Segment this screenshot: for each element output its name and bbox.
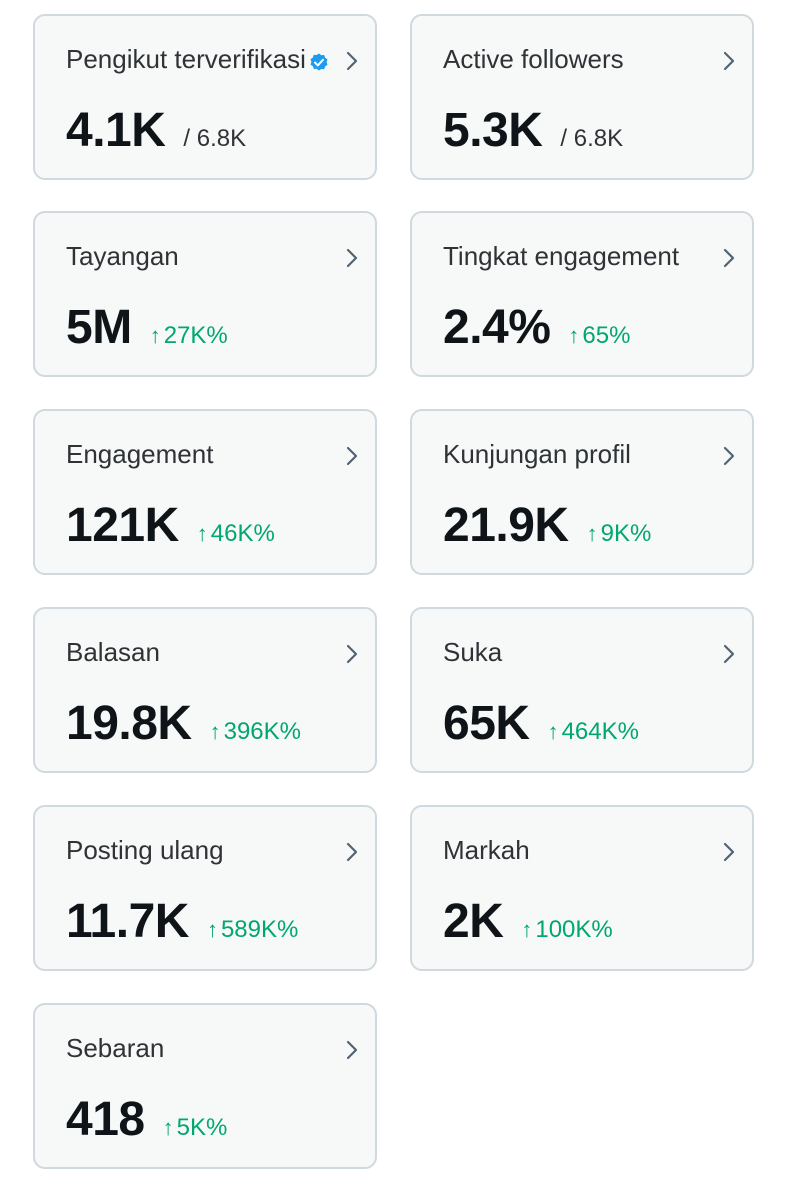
arrow-up-icon: ↑ — [162, 1115, 174, 1140]
card-value: 5M — [66, 301, 132, 354]
card-value: 19.8K — [66, 697, 192, 750]
card-change: ↑ 5K% — [163, 1114, 228, 1142]
arrow-up-icon: ↑ — [196, 521, 208, 546]
arrow-up-icon: ↑ — [521, 917, 533, 942]
card-change: ↑ 589K% — [207, 916, 298, 944]
card-active-followers[interactable]: Active followers 5.3K / 6.8K — [410, 14, 754, 180]
arrow-up-icon: ↑ — [586, 521, 598, 546]
card-title: Posting ulang — [66, 835, 224, 865]
card-title: Balasan — [66, 637, 160, 667]
card-engagement-rate[interactable]: Tingkat engagement 2.4% ↑ 65% — [410, 211, 754, 377]
chevron-right-icon — [723, 644, 735, 664]
card-change-value: 5K% — [176, 1114, 228, 1141]
card-change-value: 46K% — [210, 520, 275, 547]
card-value: 21.9K — [443, 499, 569, 552]
card-change-value: 589K% — [220, 916, 299, 943]
chevron-right-icon — [723, 51, 735, 71]
arrow-up-icon: ↑ — [209, 719, 221, 744]
card-value: 2.4% — [443, 301, 551, 354]
card-change: ↑ 396K% — [210, 718, 301, 746]
chevron-right-icon — [346, 1040, 358, 1060]
arrow-up-icon: ↑ — [149, 323, 161, 348]
card-impressions[interactable]: Tayangan 5M ↑ 27K% — [33, 211, 377, 377]
card-change-value: 9K% — [600, 520, 652, 547]
card-replies[interactable]: Balasan 19.8K ↑ 396K% — [33, 607, 377, 773]
card-title: Tingkat engagement — [443, 241, 680, 271]
card-value: 418 — [66, 1093, 145, 1146]
card-total: / 6.8K — [560, 125, 624, 152]
card-title: Sebaran — [66, 1033, 165, 1063]
card-title: Tayangan — [66, 241, 179, 271]
card-value: 11.7K — [66, 895, 189, 948]
card-change-value: 27K% — [163, 322, 228, 349]
card-shares[interactable]: Sebaran 418 ↑ 5K% — [33, 1003, 377, 1169]
card-title: Markah — [443, 835, 530, 865]
card-title: Engagement — [66, 439, 214, 469]
card-change-value: 464K% — [561, 718, 639, 745]
card-value: 65K — [443, 697, 530, 750]
chevron-right-icon — [346, 446, 358, 466]
card-profile-visits[interactable]: Kunjungan profil 21.9K ↑ 9K% — [410, 409, 754, 575]
card-title: Pengikut terverifikasi — [66, 44, 306, 74]
chevron-right-icon — [723, 446, 735, 466]
card-total: / 6.8K — [183, 125, 247, 152]
card-change: ↑ 464K% — [548, 718, 639, 746]
card-reposts[interactable]: Posting ulang 11.7K ↑ 589K% — [33, 805, 377, 971]
chevron-right-icon — [346, 842, 358, 862]
arrow-up-icon: ↑ — [547, 719, 559, 744]
card-title: Kunjungan profil — [443, 439, 631, 469]
verified-badge-icon — [310, 53, 328, 71]
card-engagements[interactable]: Engagement 121K ↑ 46K% — [33, 409, 377, 575]
card-change: ↑ 65% — [568, 322, 630, 350]
card-value: 2K — [443, 895, 504, 948]
card-change: ↑ 46K% — [197, 520, 275, 548]
card-title: Suka — [443, 637, 503, 667]
chevron-right-icon — [346, 248, 358, 268]
card-value: 4.1K — [66, 104, 166, 157]
chevron-right-icon — [346, 644, 358, 664]
card-likes[interactable]: Suka 65K ↑ 464K% — [410, 607, 754, 773]
card-value: 5.3K — [443, 104, 543, 157]
chevron-right-icon — [346, 51, 358, 71]
chevron-right-icon — [723, 842, 735, 862]
card-change-value: 396K% — [223, 718, 301, 745]
arrow-up-icon: ↑ — [568, 323, 580, 348]
card-change-value: 100K% — [535, 916, 613, 943]
card-change-value: 65% — [582, 322, 631, 349]
card-change: ↑ 27K% — [150, 322, 228, 350]
chevron-right-icon — [723, 248, 735, 268]
card-bookmarks[interactable]: Markah 2K ↑ 100K% — [410, 805, 754, 971]
card-title: Active followers — [443, 44, 624, 74]
arrow-up-icon: ↑ — [206, 917, 218, 942]
card-value: 121K — [66, 499, 179, 552]
card-verified-followers[interactable]: Pengikut terverifikasi 4.1K / 6.8K — [33, 14, 377, 180]
card-change: ↑ 100K% — [521, 916, 612, 944]
card-change: ↑ 9K% — [587, 520, 652, 548]
